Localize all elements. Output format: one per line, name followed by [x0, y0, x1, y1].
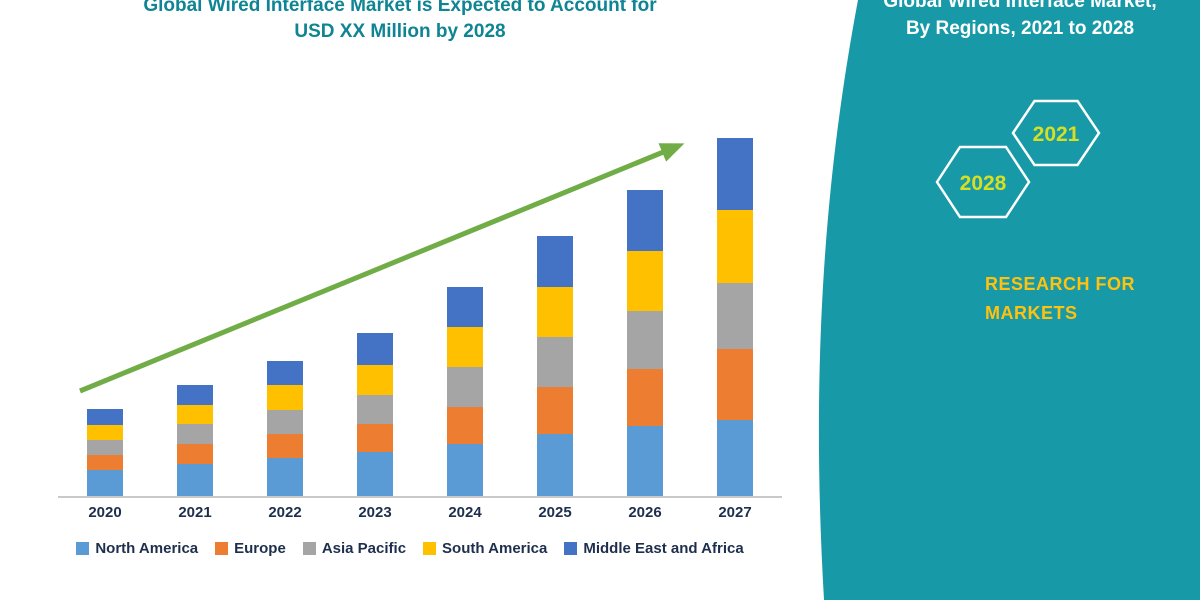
bar-segment-north-america: [447, 444, 483, 496]
bar-segment-south-america: [267, 384, 303, 411]
bar-segment-middle-east-and-africa: [447, 287, 483, 327]
bar-segment-asia-pacific: [87, 439, 123, 456]
hexagon-2021: [1011, 99, 1101, 167]
bar-segment-asia-pacific: [357, 394, 393, 425]
x-axis-label: 2025: [538, 504, 572, 521]
hexagon-2021-label: 2021: [1033, 123, 1080, 146]
x-axis-line: [58, 496, 782, 498]
brand-line1: RESEARCH FOR: [985, 274, 1136, 294]
hexagon-2028-label: 2028: [960, 172, 1007, 195]
brand-text: RESEARCH FOR MARKETS: [985, 270, 1195, 328]
chart-title-line1: Global Wired Interface Market is Expecte…: [143, 0, 657, 16]
legend-label: Asia Pacific: [321, 540, 407, 557]
bar-segment-south-america: [537, 287, 573, 337]
bar-stack: [717, 138, 753, 496]
legend-swatch: [215, 542, 229, 555]
bar-segment-south-america: [357, 364, 393, 395]
chart-title-line2: USD XX Million by 2028: [294, 21, 506, 42]
bar-segment-europe: [717, 348, 753, 421]
hexagon-2028: [935, 145, 1031, 219]
legend: North America Europe Asia Pacific South Ame…: [40, 540, 780, 557]
bar-segment-asia-pacific: [537, 336, 573, 387]
bar-segment-europe: [627, 368, 663, 427]
bar-column-2023: [330, 333, 420, 496]
bar-segment-south-america: [447, 326, 483, 367]
chart-title: Global Wired Interface Market is Expecte…: [55, 0, 745, 45]
x-axis-labels: 2020 2021 2022 2023 2024 2025 2026 2027: [60, 504, 780, 521]
legend-label: Europe: [234, 540, 286, 557]
x-axis-label: 2023: [358, 504, 392, 521]
bar-segment-north-america: [177, 464, 213, 496]
bar-segment-middle-east-and-africa: [267, 360, 303, 385]
legend-label: South America: [442, 540, 548, 557]
bar-segment-europe: [87, 455, 123, 471]
bar-segment-middle-east-and-africa: [87, 408, 123, 425]
x-axis-label: 2021: [178, 504, 212, 521]
bar-segment-europe: [537, 386, 573, 435]
bar-segment-south-america: [627, 251, 663, 312]
bar-column-2020: [60, 408, 150, 496]
bars-row: [60, 131, 780, 496]
bar-column-2025: [510, 235, 600, 496]
bar-column-2021: [150, 384, 240, 496]
bar-segment-middle-east-and-africa: [717, 138, 753, 210]
bar-column-2022: [240, 360, 330, 496]
bar-stack: [357, 333, 393, 496]
bar-segment-north-america: [357, 452, 393, 496]
x-axis-label: 2020: [88, 504, 122, 521]
legend-item: North America: [76, 540, 198, 557]
bar-segment-asia-pacific: [447, 366, 483, 407]
bar-segment-middle-east-and-africa: [627, 189, 663, 252]
bar-stack: [267, 360, 303, 496]
panel-heading-line1: Global Wired Interface Market,: [883, 0, 1157, 12]
bar-segment-asia-pacific: [627, 311, 663, 369]
bar-segment-north-america: [627, 426, 663, 496]
legend-item: Middle East and Africa: [564, 540, 744, 557]
bar-segment-europe: [357, 424, 393, 453]
bar-segment-north-america: [87, 470, 123, 496]
bar-segment-middle-east-and-africa: [537, 235, 573, 288]
x-axis-label: 2022: [268, 504, 302, 521]
bar-stack: [537, 235, 573, 496]
bar-segment-europe: [177, 444, 213, 465]
bar-segment-asia-pacific: [717, 283, 753, 349]
bar-stack: [177, 384, 213, 496]
legend-swatch: [423, 542, 437, 555]
legend-label: Middle East and Africa: [583, 540, 744, 557]
bar-stack: [87, 408, 123, 496]
hexagon-badges: 2028 2021: [935, 99, 1101, 219]
bar-segment-south-america: [87, 424, 123, 440]
legend-item: South America: [423, 540, 547, 557]
bar-segment-europe: [447, 406, 483, 445]
bar-segment-europe: [267, 434, 303, 459]
legend-item: Europe: [215, 540, 286, 557]
bar-stack: [627, 189, 663, 496]
x-axis-label: 2027: [718, 504, 752, 521]
bar-segment-asia-pacific: [177, 424, 213, 445]
panel-heading-line2: By Regions, 2021 to 2028: [905, 18, 1135, 39]
legend-swatch: [564, 542, 578, 555]
legend-swatch: [76, 542, 90, 555]
bar-segment-north-america: [537, 434, 573, 496]
bar-column-2024: [420, 287, 510, 496]
bar-segment-north-america: [267, 458, 303, 496]
x-axis-label: 2026: [628, 504, 662, 521]
bar-column-2027: [690, 138, 780, 496]
legend-swatch: [302, 542, 316, 555]
legend-item: Asia Pacific: [302, 540, 407, 557]
panel-heading: Global Wired Interface Market, By Region…: [852, 0, 1188, 42]
bar-column-2026: [600, 189, 690, 496]
bar-segment-north-america: [717, 420, 753, 496]
brand-line2: MARKETS: [985, 303, 1078, 323]
bar-stack: [447, 287, 483, 496]
x-axis-label: 2024: [448, 504, 482, 521]
legend-label: North America: [95, 540, 199, 557]
bar-segment-middle-east-and-africa: [177, 384, 213, 405]
bar-segment-south-america: [177, 404, 213, 425]
bar-segment-middle-east-and-africa: [357, 333, 393, 365]
bar-segment-south-america: [717, 209, 753, 284]
bar-segment-asia-pacific: [267, 410, 303, 435]
